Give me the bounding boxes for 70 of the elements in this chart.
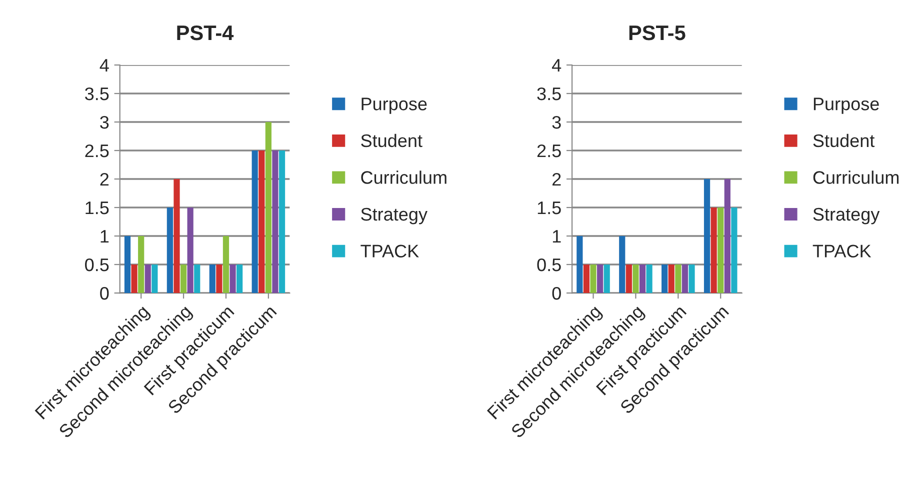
y-tick-label: 2.5 <box>537 144 561 158</box>
bar <box>222 236 230 294</box>
bar <box>265 122 272 294</box>
bar <box>688 264 695 294</box>
bar <box>272 150 278 294</box>
y-tick-label: 3 <box>100 116 109 129</box>
bar <box>704 179 710 294</box>
y-tick-label: 3.5 <box>537 87 561 100</box>
bar <box>258 150 265 294</box>
chart-title: PST-5 <box>629 25 686 40</box>
bar <box>710 208 717 294</box>
legend-label: Student <box>361 134 422 148</box>
legend-label: Curriculum <box>813 170 899 184</box>
y-tick-label: 1 <box>100 230 109 243</box>
legend-label: Purpose <box>362 98 427 114</box>
y-tick-label: 1.5 <box>538 202 561 214</box>
bar <box>187 208 194 294</box>
bar <box>209 264 216 294</box>
bar <box>583 264 590 294</box>
bar <box>604 264 610 294</box>
bar <box>576 236 583 294</box>
bar <box>718 208 724 294</box>
chart-title: PST-4 <box>177 25 234 40</box>
bar <box>131 264 138 294</box>
bar <box>731 208 738 294</box>
bar <box>597 264 604 294</box>
bar <box>174 179 180 294</box>
y-tick-label: 2 <box>100 172 109 186</box>
y-tick-label: 1.5 <box>86 202 109 214</box>
legend-label: TPACK <box>812 244 872 258</box>
y-tick-label: 1 <box>552 230 561 243</box>
bar <box>724 179 730 294</box>
bar <box>180 264 187 294</box>
y-tick-label: 0.5 <box>85 258 109 272</box>
bar <box>682 264 688 294</box>
bar <box>166 208 173 294</box>
y-tick-label: 3.5 <box>85 87 109 100</box>
y-tick-label: 2.5 <box>85 144 109 158</box>
legend-label: Purpose <box>814 98 879 114</box>
bar <box>216 264 222 294</box>
y-tick-label: 0 <box>100 286 109 300</box>
bar <box>619 236 626 294</box>
y-tick-label: 2 <box>552 172 561 186</box>
legend-label: Student <box>813 134 875 148</box>
bar <box>590 264 596 294</box>
bar <box>626 264 632 294</box>
legend-label: Strategy <box>813 208 880 224</box>
bar <box>646 264 652 294</box>
bar <box>639 264 646 294</box>
bar <box>668 264 674 294</box>
bar <box>144 264 151 294</box>
bar <box>252 150 258 294</box>
y-tick-label: 0.5 <box>537 258 561 272</box>
y-tick-label: 0 <box>552 286 561 300</box>
y-tick-label: 4 <box>552 59 562 72</box>
legend-label: Strategy <box>361 208 428 224</box>
bar <box>152 264 158 294</box>
legend-label: TPACK <box>360 244 419 258</box>
bar <box>632 264 639 294</box>
bar <box>194 264 200 294</box>
bar <box>230 264 236 294</box>
bar <box>662 264 668 294</box>
bar <box>236 264 243 294</box>
bar <box>675 264 682 294</box>
bar <box>278 150 286 294</box>
y-tick-label: 3 <box>552 116 561 129</box>
bar <box>138 236 144 294</box>
y-tick-label: 4 <box>100 59 109 72</box>
legend-label: Curriculum <box>361 170 446 184</box>
bar <box>124 236 131 294</box>
